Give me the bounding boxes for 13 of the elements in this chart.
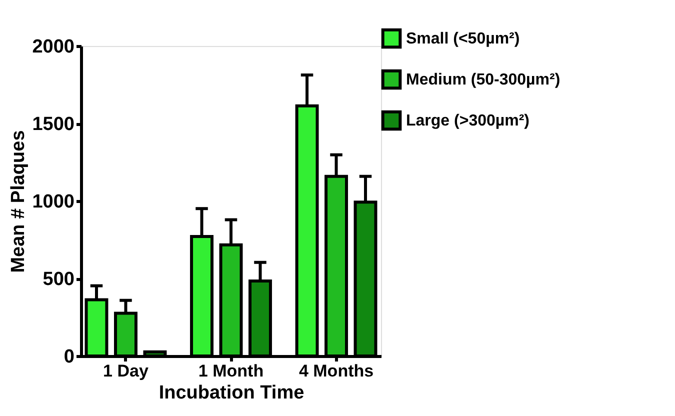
- y-tick-label: 1500: [32, 114, 74, 135]
- x-axis-title: Incubation Time: [158, 382, 304, 404]
- x-tick-label: 4 Months: [298, 362, 374, 380]
- legend-label: Medium (50-300µm²): [406, 72, 560, 88]
- y-tick-label: 0: [64, 346, 74, 368]
- y-tick-label: 500: [42, 269, 74, 290]
- y-tick-label: 1000: [32, 192, 74, 212]
- legend-label: Small (<50µm²): [406, 30, 520, 48]
- y-tick-label: 2000: [32, 36, 74, 58]
- y-axis-title: Mean # Plaques: [8, 130, 30, 273]
- x-tick-label: 1 Day: [103, 362, 149, 380]
- legend-label: Large (>300µm²): [406, 112, 530, 130]
- x-tick-label: 1 Month: [198, 362, 264, 380]
